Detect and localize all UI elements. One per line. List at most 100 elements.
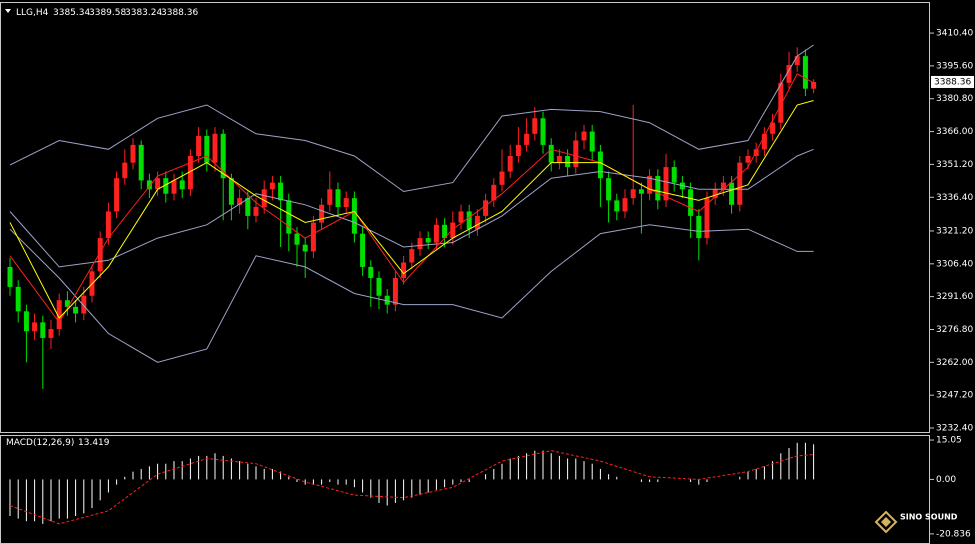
candle-body [581,131,587,141]
candle-body [647,175,653,194]
macd-title: MACD(12,26,9) [6,438,74,448]
candle-body [392,278,398,305]
candle-body [401,262,407,279]
candle-body [450,222,456,239]
candle-body [704,198,710,239]
candle-body [573,140,579,168]
overlay-line [9,100,814,319]
candle-body [310,222,316,252]
candle-body [630,189,636,199]
candle-body [23,311,29,332]
y-tick-label: 3247.20 [936,391,973,401]
candle-body [7,266,13,287]
candle-body [245,198,251,216]
candle-body [278,182,284,201]
candle-body [146,180,152,190]
candle-body [384,295,390,305]
candle-body [105,211,111,239]
candle-body [556,155,562,163]
candle-body [778,82,784,123]
candle-body [73,306,79,314]
candle-body [204,136,210,163]
candle-body [540,118,546,145]
candle-body [507,155,513,172]
candle-body [614,200,620,212]
candle-body [32,322,38,332]
y-tick-label: 3351.20 [936,160,973,170]
candle-body [524,133,530,145]
candle-body [196,136,202,156]
candle-body [286,200,292,234]
candle-body [712,189,718,199]
candle-body [130,144,136,163]
candle-body [228,178,234,205]
candle-body [179,180,185,190]
candle-body [302,244,308,252]
candle-body [81,295,87,314]
candle-body [376,278,382,296]
candle-body [466,211,472,230]
candle-body [220,133,226,179]
candle-body [433,224,439,243]
candle-body [729,182,735,205]
header-low: 3383.24 [125,8,162,18]
candle-body [499,171,505,185]
candle-body [565,155,571,168]
candle-body [794,56,800,66]
chart-header: LLG,H4 3385.343389.583383.243388.36 [16,8,198,18]
candle-body [606,178,612,201]
candle-body [655,175,661,201]
candle-body [368,266,374,279]
candle-body [786,65,792,83]
header-open: 3385.34 [53,8,90,18]
candle-body [442,224,448,239]
macd-header: MACD(12,26,9) 13.419 [6,438,110,448]
last-price-box [931,75,974,88]
candle-body [97,238,103,272]
candle-body [417,238,423,250]
y-tick-label: 3410.40 [936,29,973,39]
y-tick-label: 3262.00 [936,358,973,368]
candle-body [327,189,333,205]
candle-body [515,144,521,156]
logo-icon [874,510,898,534]
candle-body [351,198,357,234]
candle-body [56,300,62,330]
candle-body [720,182,726,190]
y-tick-label: 15.05 [936,436,962,446]
candle-body [811,81,817,89]
candle-body [745,155,751,163]
y-tick-label: 3321.20 [936,226,973,236]
candle-body [597,151,603,179]
candle-body [261,189,267,208]
logo-text: SINO SOUND [900,513,958,522]
candle-body [483,200,489,216]
y-tick-label: 3380.80 [936,94,973,104]
candle-body [491,184,497,201]
candle-body [737,162,743,205]
candle-body [15,286,21,312]
candle-body [409,249,415,263]
candle-body [319,204,325,223]
y-tick-label: 3336.40 [936,193,973,203]
candle-body [212,133,218,163]
candle-body [187,155,193,190]
y-tick-label: 3395.60 [936,61,973,71]
logo-icon-core [881,517,891,527]
candle-body [122,162,128,179]
menu-triangle [5,9,11,13]
candle-body [548,144,554,163]
y-tick-label: 3291.60 [936,292,973,302]
header-close: 3388.36 [161,8,198,18]
header-high: 3389.58 [89,8,126,18]
candle-body [663,167,669,201]
y-tick-label: 3232.40 [936,424,973,434]
candle-body [155,178,161,190]
candle-body [802,56,808,89]
y-tick-label: 0.00 [936,475,956,485]
y-tick-label: -20.836 [936,529,971,539]
price-panel-frame [0,2,930,433]
candle-body [425,238,431,243]
candle-body [638,189,644,194]
